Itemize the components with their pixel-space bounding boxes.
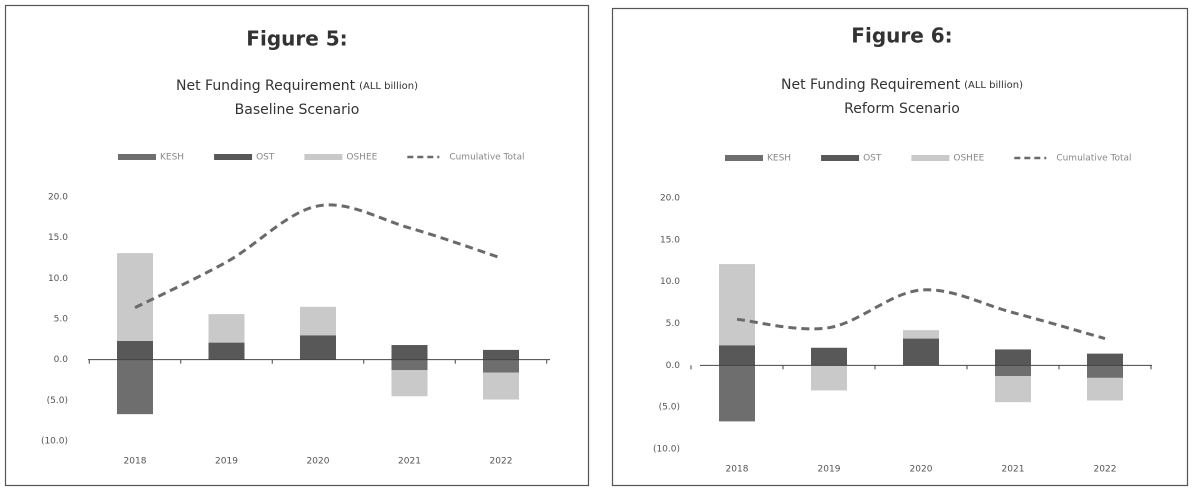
bar — [117, 340, 153, 360]
x-tick-label: 2021 — [398, 457, 421, 467]
x-tick-label: 2019 — [215, 457, 238, 467]
x-tick-label: 2018 — [124, 457, 147, 467]
legend-swatch — [821, 155, 860, 161]
bar — [903, 330, 939, 339]
bar — [117, 359, 153, 415]
cumulative-line — [134, 203, 502, 309]
chart-subtitle: Baseline Scenario — [235, 102, 360, 118]
y-tick-label: 15.0 — [48, 233, 68, 243]
legend-label: OST — [863, 154, 882, 164]
legend-swatch — [725, 155, 763, 161]
chart-title-unit: (ALL billion) — [964, 80, 1023, 91]
panel-frame — [4, 4, 590, 487]
y-tick-label: (10.0) — [653, 445, 680, 455]
bar — [1087, 377, 1123, 401]
x-tick-label: 2019 — [818, 465, 841, 475]
x-tick-label: 2020 — [910, 465, 933, 475]
legend-label: KESH — [767, 154, 791, 164]
y-tick-label: 20.0 — [48, 193, 68, 203]
legend-label: OST — [256, 153, 275, 163]
y-tick-label: 10.0 — [660, 277, 680, 287]
legend-label: OSHEE — [953, 154, 984, 164]
bar — [903, 338, 939, 366]
y-tick-label: (5.0) — [47, 396, 68, 406]
chart-title-unit: (ALL billion) — [359, 81, 418, 92]
bar — [995, 365, 1031, 377]
bar — [300, 306, 336, 336]
chart-title: Net Funding Requirement (ALL billion) — [781, 77, 1023, 93]
bar — [995, 376, 1031, 403]
x-tick-label: 2021 — [1002, 465, 1025, 475]
bar — [811, 365, 847, 391]
chart-title-text: Net Funding Requirement — [176, 78, 356, 94]
y-tick-label: 5.0 — [666, 319, 681, 329]
figure-label: Figure 6: — [851, 24, 952, 48]
bar — [1087, 353, 1123, 366]
legend-label: Cumulative Total — [449, 153, 524, 163]
legend-label: Cumulative Total — [1056, 154, 1131, 164]
chart-title-text: Net Funding Requirement — [781, 77, 961, 93]
x-tick-label: 2022 — [1094, 465, 1117, 475]
bar — [995, 349, 1031, 366]
legend-swatch — [304, 154, 343, 160]
bar — [391, 345, 428, 360]
y-tick-label: (10.0) — [41, 437, 68, 447]
bar — [483, 372, 519, 400]
y-tick-label: 10.0 — [48, 274, 68, 284]
legend-label: OSHEE — [346, 153, 377, 163]
panel-frame — [611, 7, 1189, 487]
y-tick-label: 20.0 — [660, 194, 680, 204]
x-tick-label: 2018 — [726, 465, 749, 475]
y-tick-label: (5.0) — [659, 403, 680, 413]
bar — [208, 342, 245, 360]
bar — [719, 365, 755, 422]
chart-title: Net Funding Requirement (ALL billion) — [176, 78, 418, 94]
bar — [811, 347, 847, 366]
y-tick-label: 5.0 — [54, 315, 69, 325]
bar — [483, 359, 519, 373]
cumulative-line — [736, 288, 1106, 341]
bar — [391, 359, 428, 371]
bar — [117, 253, 153, 341]
y-tick-label: 0.0 — [666, 361, 681, 371]
x-tick-label: 2020 — [307, 457, 330, 467]
bar — [483, 349, 519, 360]
bar — [300, 335, 336, 360]
bar — [719, 345, 755, 366]
figure-label: Figure 5: — [246, 27, 347, 51]
bar — [719, 264, 755, 346]
legend-swatch — [911, 155, 950, 161]
chart-subtitle: Reform Scenario — [844, 101, 960, 117]
legend-label: KESH — [160, 153, 184, 163]
bar — [1087, 365, 1123, 378]
x-tick-label: 2022 — [490, 457, 513, 467]
bar — [208, 314, 245, 343]
legend-swatch — [118, 154, 156, 160]
y-tick-label: 0.0 — [54, 355, 69, 365]
y-tick-label: 15.0 — [660, 235, 680, 245]
legend-swatch — [214, 154, 253, 160]
bar — [391, 370, 428, 397]
